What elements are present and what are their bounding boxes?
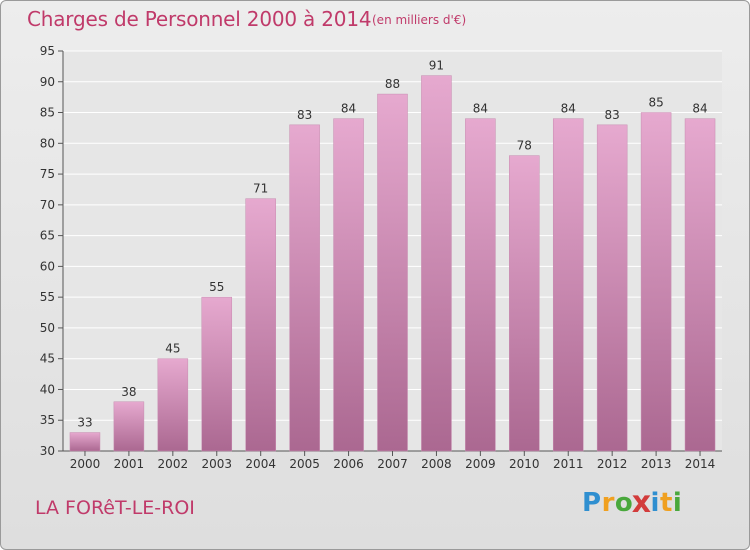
commune-name: LA FORêT-LE-ROI (35, 497, 195, 519)
y-tick-label: 55 (40, 290, 55, 304)
bar (465, 118, 496, 452)
y-tick-label: 30 (40, 444, 55, 458)
y-tick-label: 80 (40, 136, 55, 150)
bar (69, 432, 101, 452)
bar-value-label: 83 (605, 108, 620, 122)
bar (289, 124, 320, 452)
bar (684, 118, 716, 452)
x-tick-label: 2009 (465, 457, 496, 471)
unit-label: (en milliers d'€) (372, 13, 467, 27)
logo-letter: P (582, 488, 602, 518)
chart-title: Charges de Personnel 2000 à 2014 (27, 7, 372, 31)
bar (421, 75, 452, 452)
bar-value-label: 84 (341, 102, 356, 116)
y-tick-label: 45 (40, 352, 55, 366)
x-tick-label: 2003 (201, 457, 232, 471)
proxiti-logo: Proxiti (582, 485, 683, 521)
bar (245, 198, 276, 452)
logo-letter: t (659, 488, 673, 518)
bar (552, 118, 584, 452)
bar-value-label: 78 (517, 139, 532, 153)
bar-value-label: 38 (121, 385, 136, 399)
bar-value-label: 85 (648, 96, 663, 110)
logo-letter: i (650, 488, 660, 518)
x-tick-label: 2006 (333, 457, 364, 471)
y-tick-label: 35 (40, 413, 55, 427)
x-tick-label: 2013 (641, 457, 672, 471)
x-tick-label: 2008 (421, 457, 452, 471)
logo-letter: r (601, 488, 615, 518)
bar (596, 124, 628, 452)
bar (113, 401, 145, 452)
y-tick-label: 85 (40, 106, 55, 120)
bar (509, 155, 540, 452)
x-tick-label: 2002 (158, 457, 189, 471)
bar-value-label: 84 (692, 102, 707, 116)
bar-value-label: 71 (253, 182, 268, 196)
bar-value-label: 88 (385, 77, 400, 91)
logo-letter: x (631, 485, 652, 521)
y-tick-label: 40 (40, 382, 55, 396)
x-tick-label: 2012 (597, 457, 628, 471)
x-tick-label: 2005 (289, 457, 320, 471)
logo-letter: i (672, 488, 683, 518)
x-tick-label: 2007 (377, 457, 408, 471)
bar (377, 93, 408, 452)
y-tick-label: 90 (40, 75, 55, 89)
bar-value-label: 91 (429, 59, 444, 73)
logo-letter: o (614, 488, 634, 518)
bar-value-label: 84 (561, 102, 576, 116)
bar-value-label: 45 (165, 342, 180, 356)
bar (640, 112, 672, 452)
bar-value-label: 55 (209, 280, 224, 294)
y-tick-label: 50 (40, 321, 55, 335)
y-tick-label: 65 (40, 229, 55, 243)
x-tick-label: 2004 (245, 457, 276, 471)
bar (201, 296, 233, 452)
x-tick-label: 2001 (114, 457, 145, 471)
bar-value-label: 83 (297, 108, 312, 122)
bar-value-label: 84 (473, 102, 488, 116)
y-tick-label: 75 (40, 167, 55, 181)
y-tick-label: 95 (40, 44, 55, 58)
bar (157, 358, 189, 452)
x-tick-label: 2010 (509, 457, 540, 471)
y-tick-label: 70 (40, 198, 55, 212)
bar (333, 118, 364, 452)
bar-value-label: 33 (77, 416, 92, 430)
x-tick-label: 2011 (553, 457, 584, 471)
x-tick-label: 2000 (70, 457, 101, 471)
y-tick-label: 60 (40, 259, 55, 273)
x-tick-label: 2014 (685, 457, 716, 471)
